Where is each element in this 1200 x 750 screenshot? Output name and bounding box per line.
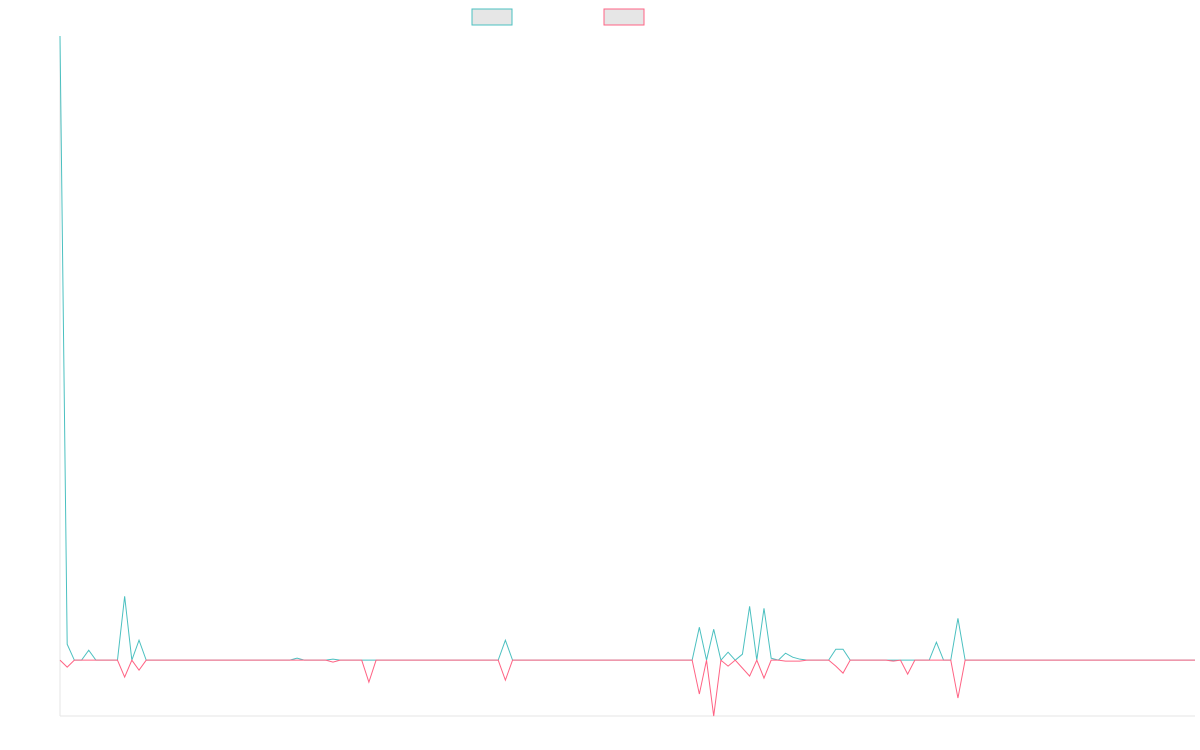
legend xyxy=(471,8,645,26)
plot-area xyxy=(59,35,1195,717)
series-b-line xyxy=(59,658,1195,717)
legend-swatch-series-a[interactable] xyxy=(471,8,513,26)
legend-swatch-series-b[interactable] xyxy=(603,8,645,26)
series-a-line xyxy=(59,35,1195,662)
